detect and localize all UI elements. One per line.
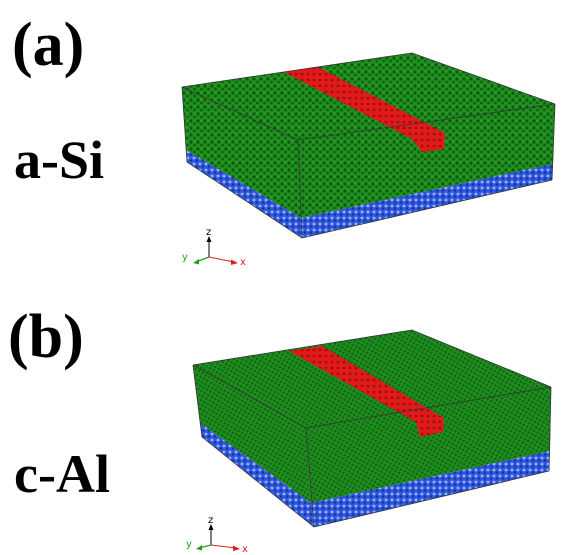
substrate-right-face-b bbox=[311, 451, 550, 527]
material-label-c-al: c-Al bbox=[14, 444, 110, 504]
film-front-face-a bbox=[182, 87, 301, 218]
axis-label-z: z bbox=[208, 515, 213, 526]
red-stripe-b bbox=[289, 346, 444, 422]
film-front-face-b bbox=[193, 365, 311, 503]
amorphous-si-model bbox=[181, 52, 556, 239]
box-edges-b bbox=[192, 329, 552, 528]
box-edges-a bbox=[181, 52, 556, 239]
axis-label-z: z bbox=[206, 227, 211, 238]
substrate-front-face-b bbox=[200, 423, 314, 527]
material-label-a-si: a-Si bbox=[14, 130, 105, 190]
substrate-front-face-a bbox=[186, 150, 302, 238]
axis-triad-b: z x y bbox=[186, 515, 248, 555]
crystalline-al-model bbox=[192, 329, 552, 528]
red-stripe-a bbox=[284, 67, 445, 139]
panel-label-a: (a) bbox=[12, 11, 85, 79]
red-stripe-end-b bbox=[416, 418, 444, 437]
axis-label-y: y bbox=[186, 539, 192, 550]
red-stripe-end-a bbox=[412, 133, 445, 152]
film-right-face-b bbox=[306, 387, 551, 503]
axis-label-x: x bbox=[240, 257, 246, 268]
axis-label-x: x bbox=[242, 544, 248, 555]
substrate-right-face-a bbox=[301, 164, 553, 238]
axis-triad-a: z x y bbox=[182, 227, 246, 268]
axis-label-y: y bbox=[182, 252, 188, 263]
film-right-face-a bbox=[298, 104, 555, 218]
panel-label-b: (b) bbox=[8, 303, 84, 371]
